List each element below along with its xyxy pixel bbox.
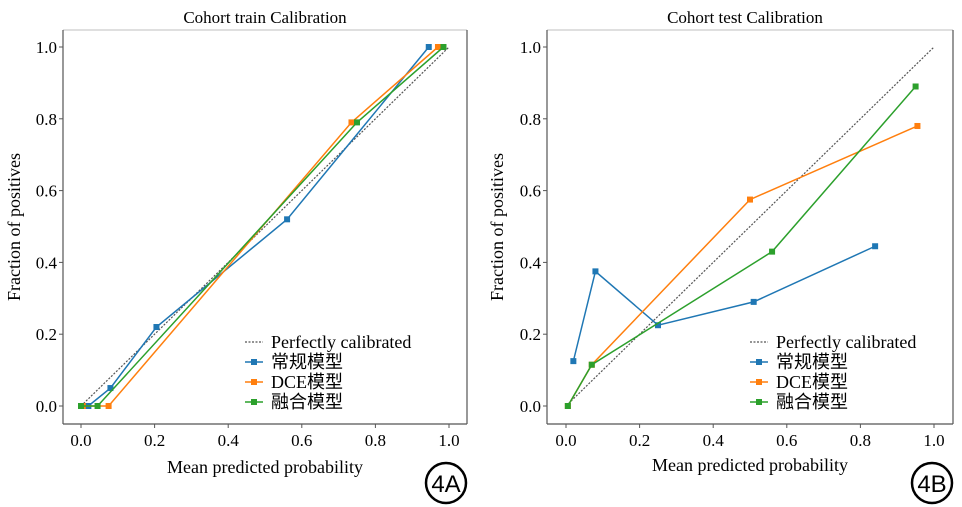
x-tick-label: 0.0	[70, 431, 91, 450]
legend-swatch-marker	[251, 379, 257, 385]
y-axis-label: Fraction of positives	[487, 153, 507, 301]
panel-badge-label: 4B	[917, 471, 946, 498]
legend-swatch-marker	[251, 399, 257, 405]
x-tick-label: 0.8	[365, 431, 386, 450]
legend-label: 融合模型	[271, 392, 343, 412]
series-3-marker	[769, 248, 776, 255]
series-2-marker	[914, 122, 921, 129]
legend-label: 常规模型	[271, 352, 343, 372]
chart-panel-2: Cohort test Calibration 0.0 0.2 0.4 0.6 0.8 1.…	[487, 8, 954, 505]
y-tick-label: 0.6	[36, 182, 57, 201]
x-tick-label: 1.0	[923, 431, 944, 450]
x-tick-label: 0.4	[218, 431, 240, 450]
series-2-marker	[105, 403, 112, 409]
series-2-marker	[434, 44, 441, 50]
panel-badge-circle	[424, 461, 468, 505]
series-1-marker	[655, 322, 661, 329]
series-3-marker	[354, 119, 360, 126]
y-tick-label: 0.8	[520, 110, 541, 129]
series-1-marker	[592, 268, 599, 275]
chart-title: Cohort train Calibration	[183, 8, 347, 27]
x-tick-label: 0.8	[850, 431, 871, 450]
y-tick-label: 1.0	[520, 38, 541, 57]
series-1-marker	[107, 385, 114, 392]
legend-swatch-marker	[756, 379, 762, 385]
legend-swatch-marker	[251, 359, 257, 365]
perfectly-calibrated-line	[565, 46, 935, 407]
y-tick-label: 0.8	[36, 110, 57, 129]
y-tick-label: 0.0	[520, 397, 541, 416]
legend-label: DCE模型	[271, 372, 343, 392]
series-3-marker	[440, 44, 447, 50]
series-1-marker	[872, 243, 879, 250]
series-2-marker	[747, 196, 753, 203]
legend-label: 融合模型	[776, 392, 848, 412]
series-1-marker	[284, 216, 291, 223]
series-3-marker	[564, 403, 571, 409]
x-tick-label: 0.2	[629, 431, 650, 450]
series-1-marker	[750, 298, 757, 305]
y-tick-label: 1.0	[36, 38, 57, 57]
x-tick-label: 0.6	[291, 431, 312, 450]
y-tick-label: 0.4	[520, 253, 542, 272]
legend-label: Perfectly calibrated	[271, 332, 411, 352]
panel-badge-label: 4A	[431, 471, 460, 498]
legend-swatch-marker	[756, 399, 762, 405]
legend-label: Perfectly calibrated	[776, 332, 916, 352]
chart-panel-1: Cohort train Calibration 0.0 0.2 0.4 0.6 0.8 1…	[4, 8, 468, 505]
x-tick-label: 0.2	[144, 431, 165, 450]
y-tick-label: 0.2	[520, 325, 541, 344]
x-tick-label: 0.6	[776, 431, 797, 450]
series-line-3	[567, 85, 917, 407]
legend-label: 常规模型	[776, 352, 848, 372]
y-tick-label: 0.6	[520, 182, 541, 201]
x-tick-label: 1.0	[438, 431, 459, 450]
perfectly-calibrated-line	[80, 46, 450, 407]
series-3-marker	[94, 403, 101, 409]
y-tick-label: 0.4	[36, 253, 58, 272]
x-tick-label: 0.0	[555, 431, 576, 450]
series-1-marker	[425, 44, 432, 50]
series-line-2	[567, 125, 918, 407]
series-2-marker	[348, 119, 355, 126]
series-line-3	[81, 46, 444, 407]
legend-label: DCE模型	[776, 372, 848, 392]
chart-title: Cohort test Calibration	[667, 8, 823, 27]
x-axis-label: Mean predicted probability	[652, 455, 848, 475]
x-axis-label: Mean predicted probability	[167, 457, 363, 477]
x-tick-label: 0.4	[703, 431, 725, 450]
y-tick-label: 0.0	[36, 397, 57, 416]
series-1-marker	[153, 324, 160, 331]
series-3-marker	[588, 361, 595, 368]
y-tick-label: 0.2	[36, 325, 57, 344]
series-1-marker	[570, 358, 577, 365]
series-3-marker	[912, 83, 919, 90]
legend-swatch-marker	[756, 359, 762, 365]
panel-badge-circle	[910, 461, 954, 505]
y-axis-label: Fraction of positives	[4, 153, 24, 301]
series-3-marker	[78, 403, 84, 409]
